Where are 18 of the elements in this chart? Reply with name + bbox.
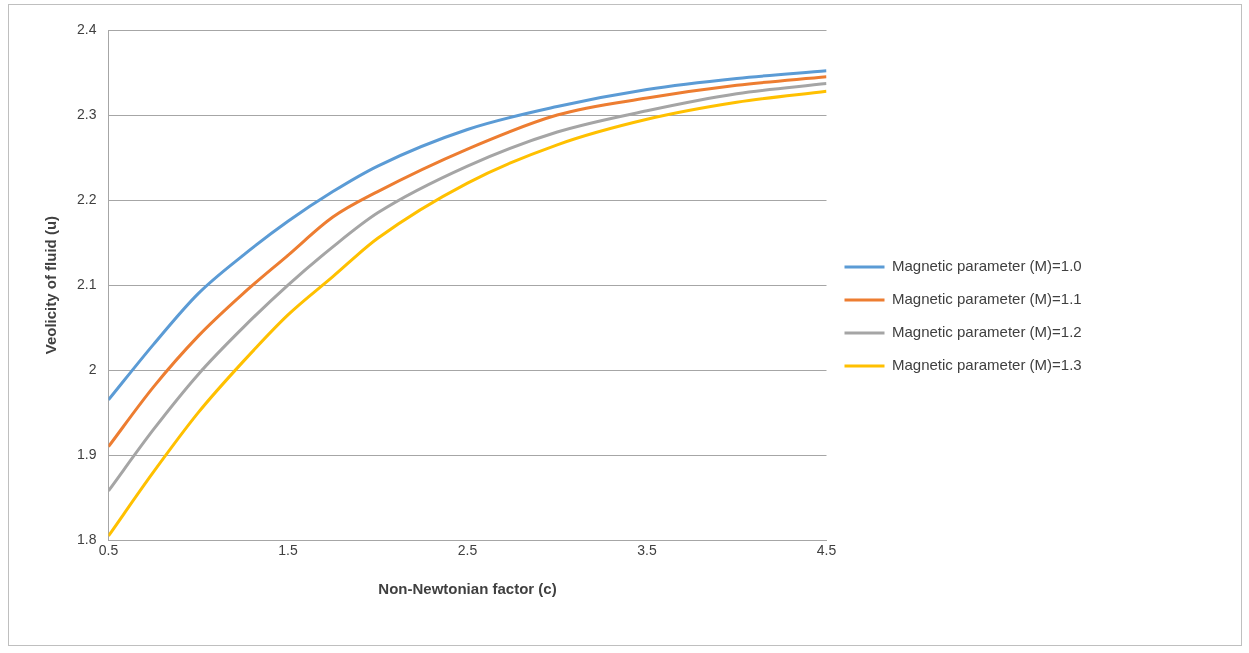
y-tick-label: 1.8 [76,531,97,548]
y-tick-label: 2.1 [76,275,97,292]
y-axis-title: Veolicity of fluid (u) [42,215,60,355]
legend-label: Magnetic parameter (M)=1.3 [892,356,1082,374]
y-tick-label: 2.2 [76,190,97,207]
x-tick-label: 0.5 [98,542,119,559]
legend-label: Magnetic parameter (M)=1.0 [892,257,1082,275]
x-tick-label: 3.5 [637,542,657,559]
x-axis-title: Non-Newtonian factor (c) [378,580,557,598]
y-tick-label: 1.9 [76,446,97,463]
x-tick-label: 1.5 [278,542,298,559]
y-tick-label: 2.4 [76,20,97,37]
legend-label: Magnetic parameter (M)=1.1 [892,290,1082,308]
y-tick-label: 2.3 [76,105,97,122]
y-tick-label: 2 [88,360,97,377]
x-tick-label: 2.5 [457,542,478,559]
legend-label: Magnetic parameter (M)=1.2 [892,323,1082,341]
x-tick-label: 4.5 [816,542,837,559]
